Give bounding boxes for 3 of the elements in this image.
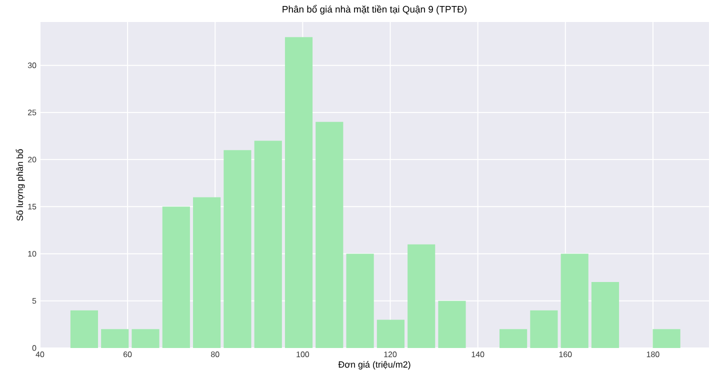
chart-title: Phân bổ giá nhà mặt tiền tại Quận 9 (TPTĐ) <box>282 4 466 15</box>
y-axis-title: Số lượng phân bổ <box>16 149 25 221</box>
x-axis-title: Đơn giá (triệu/m2) <box>338 360 410 370</box>
